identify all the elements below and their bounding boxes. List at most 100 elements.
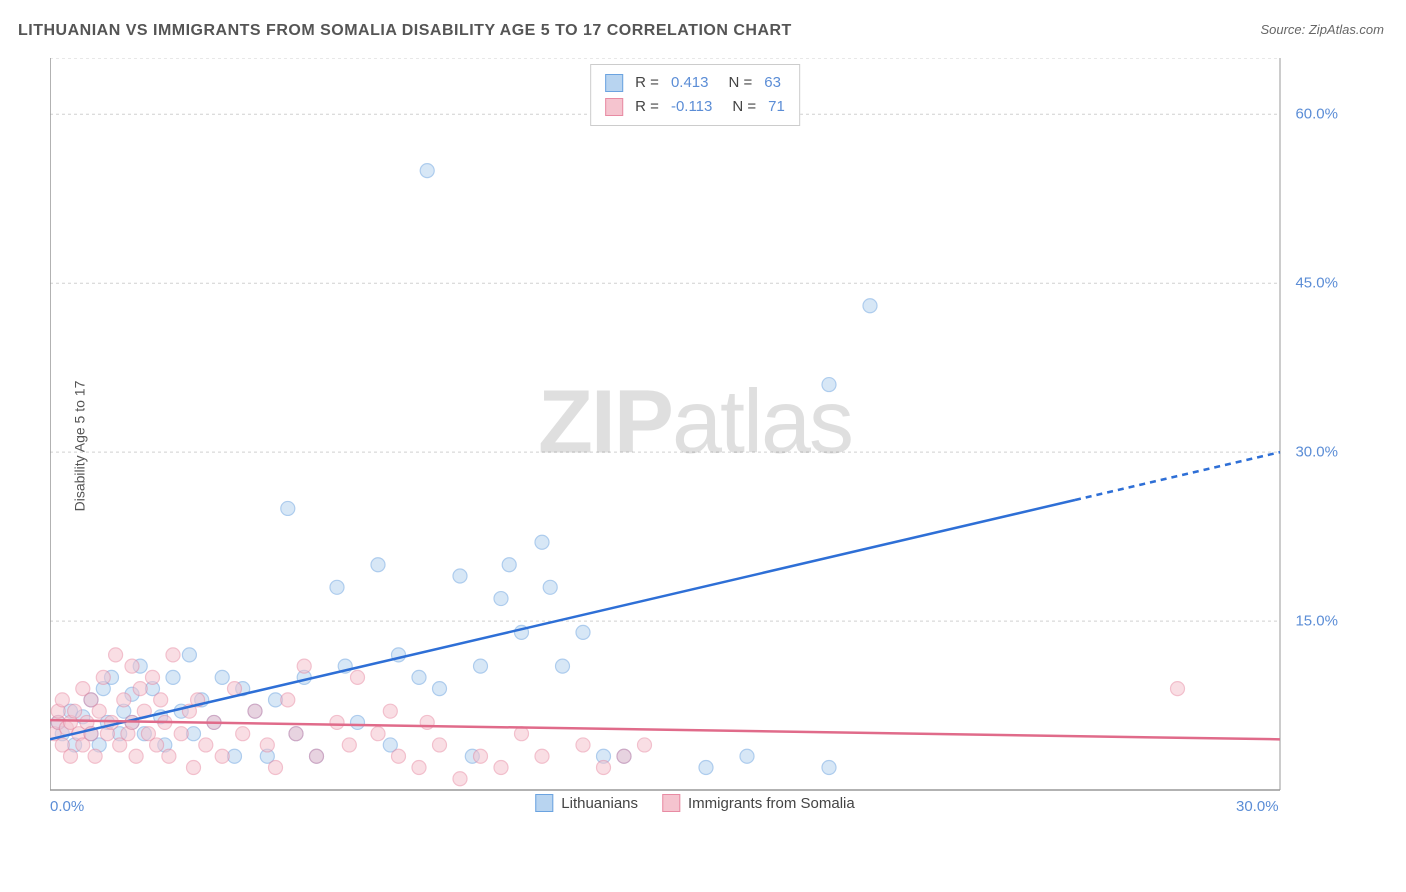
data-point-somalia <box>162 749 176 763</box>
r-label: R = <box>635 95 659 119</box>
data-point-somalia <box>453 772 467 786</box>
data-point-somalia <box>133 682 147 696</box>
correlation-legend: R = 0.413 N = 63 R = -0.113 N = 71 <box>590 64 800 126</box>
data-point-somalia <box>351 670 365 684</box>
data-point-somalia <box>146 670 160 684</box>
data-point-lithuanians <box>543 580 557 594</box>
data-point-somalia <box>260 738 274 752</box>
series-legend: Lithuanians Immigrants from Somalia <box>535 794 854 812</box>
legend-item: Immigrants from Somalia <box>662 794 855 812</box>
data-point-somalia <box>1171 682 1185 696</box>
data-point-somalia <box>342 738 356 752</box>
data-point-lithuanians <box>494 592 508 606</box>
trend-line-somalia <box>50 720 1280 739</box>
data-point-lithuanians <box>215 670 229 684</box>
data-point-lithuanians <box>420 164 434 178</box>
y-tick-label: 30.0% <box>1295 444 1338 461</box>
data-point-lithuanians <box>330 580 344 594</box>
data-point-somalia <box>617 749 631 763</box>
legend-stats-lithuanians: R = 0.413 N = 63 <box>605 71 785 95</box>
legend-item: Lithuanians <box>535 794 638 812</box>
data-point-lithuanians <box>433 682 447 696</box>
data-point-somalia <box>412 760 426 774</box>
data-point-somalia <box>597 760 611 774</box>
data-point-somalia <box>55 693 69 707</box>
data-point-somalia <box>166 648 180 662</box>
data-point-lithuanians <box>166 670 180 684</box>
data-point-lithuanians <box>281 501 295 515</box>
data-point-lithuanians <box>351 715 365 729</box>
data-point-somalia <box>117 693 131 707</box>
data-point-somalia <box>187 760 201 774</box>
r-value: -0.113 <box>671 95 712 119</box>
data-point-somalia <box>474 749 488 763</box>
data-point-lithuanians <box>502 558 516 572</box>
r-label: R = <box>635 71 659 95</box>
data-point-lithuanians <box>822 760 836 774</box>
chart-area: ZIPatlas R = 0.413 N = 63 R = -0.113 N =… <box>50 58 1340 818</box>
n-label: N = <box>732 95 756 119</box>
data-point-somalia <box>96 670 110 684</box>
n-value: 63 <box>764 71 781 95</box>
data-point-lithuanians <box>371 558 385 572</box>
data-point-somalia <box>535 749 549 763</box>
trend-line-dash-lithuanians <box>1075 452 1280 500</box>
y-tick-label: 60.0% <box>1295 106 1338 123</box>
data-point-somalia <box>64 749 78 763</box>
data-point-lithuanians <box>822 378 836 392</box>
data-point-somalia <box>129 749 143 763</box>
r-value: 0.413 <box>671 71 709 95</box>
data-point-somalia <box>236 727 250 741</box>
source-attribution: Source: ZipAtlas.com <box>1260 22 1384 37</box>
data-point-somalia <box>109 648 123 662</box>
data-point-lithuanians <box>412 670 426 684</box>
data-point-somalia <box>92 704 106 718</box>
trend-line-lithuanians <box>50 500 1075 739</box>
data-point-somalia <box>281 693 295 707</box>
data-point-lithuanians <box>699 760 713 774</box>
data-point-somalia <box>289 727 303 741</box>
legend-label: Immigrants from Somalia <box>688 795 855 812</box>
data-point-somalia <box>154 693 168 707</box>
data-point-somalia <box>125 659 139 673</box>
data-point-somalia <box>433 738 447 752</box>
data-point-somalia <box>371 727 385 741</box>
data-point-somalia <box>330 715 344 729</box>
legend-swatch-icon <box>535 794 553 812</box>
x-tick-label: 0.0% <box>50 798 84 815</box>
legend-label: Lithuanians <box>561 795 638 812</box>
data-point-somalia <box>494 760 508 774</box>
data-point-lithuanians <box>740 749 754 763</box>
data-point-somalia <box>269 760 283 774</box>
n-label: N = <box>728 71 752 95</box>
data-point-somalia <box>392 749 406 763</box>
x-tick-label: 30.0% <box>1236 798 1279 815</box>
data-point-lithuanians <box>453 569 467 583</box>
data-point-lithuanians <box>182 648 196 662</box>
source-link[interactable]: ZipAtlas.com <box>1309 22 1384 37</box>
y-tick-label: 15.0% <box>1295 613 1338 630</box>
data-point-lithuanians <box>576 625 590 639</box>
legend-swatch-icon <box>605 74 623 92</box>
data-point-somalia <box>297 659 311 673</box>
scatter-plot <box>50 58 1340 818</box>
data-point-somalia <box>88 749 102 763</box>
data-point-somalia <box>150 738 164 752</box>
data-point-lithuanians <box>556 659 570 673</box>
y-tick-label: 45.0% <box>1295 275 1338 292</box>
data-point-somalia <box>68 704 82 718</box>
data-point-somalia <box>215 749 229 763</box>
data-point-somalia <box>638 738 652 752</box>
data-point-somalia <box>228 682 242 696</box>
data-point-somalia <box>576 738 590 752</box>
data-point-lithuanians <box>863 299 877 313</box>
data-point-somalia <box>383 704 397 718</box>
data-point-lithuanians <box>474 659 488 673</box>
legend-swatch-icon <box>662 794 680 812</box>
data-point-somalia <box>199 738 213 752</box>
n-value: 71 <box>768 95 785 119</box>
data-point-lithuanians <box>535 535 549 549</box>
source-prefix: Source: <box>1260 22 1308 37</box>
data-point-somalia <box>248 704 262 718</box>
legend-swatch-icon <box>605 98 623 116</box>
